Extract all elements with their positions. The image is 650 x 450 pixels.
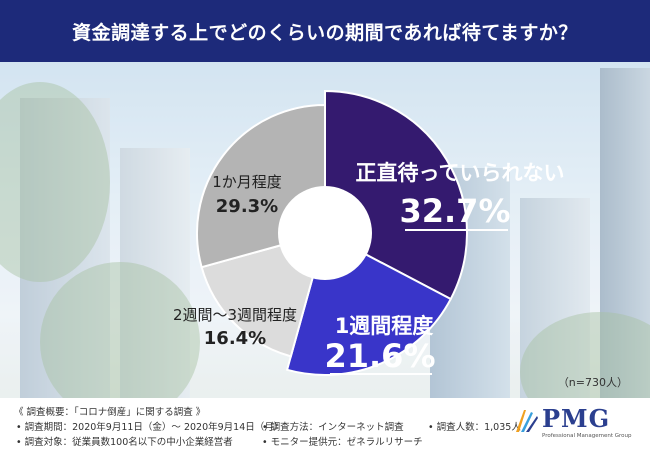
slice-label-3: 1か月程度 [212,173,282,191]
survey-target: • 調査対象：従業員数100名以下の中小企業経営者 [16,437,233,448]
survey-count: • 調査人数：1,035人 [428,422,521,433]
slice-value-3: 29.3% [216,196,278,217]
tree [40,262,200,398]
logo-subtitle: Professional Management Group [542,433,632,439]
survey-period: • 調査期間：2020年9月11日（金）～ 2020年9月14日（月） [16,422,284,433]
donut-chart: 正直待っていられない 32.7% 1週間程度 21.6% 2週間～3週間程度 1… [173,89,565,376]
survey-footer: 《 調査概要：「コロナ倒産」に関する調査 》 • 調査期間：2020年9月11日… [0,398,650,450]
building [20,98,110,398]
chart-title: 資金調達する上でどのくらいの期間であれば待てますか？ [0,0,650,62]
tree [0,82,110,282]
sample-size-note: （n=730人） [557,376,628,389]
building [520,198,590,398]
donut-hole [278,186,372,280]
building [600,68,650,398]
slice-value-1: 21.6% [324,337,435,375]
slice-value-0: 32.7% [399,192,510,230]
slice-label-0: 正直待っていられない [356,161,565,185]
survey-provider: • モニター提供元：ゼネラルリサーチ [262,437,423,448]
logo-text: PMG [542,404,611,433]
survey-method: • 調査方法：インターネット調査 [262,422,404,433]
slice-label-1: 1週間程度 [335,314,434,338]
building [120,148,190,398]
survey-overview: 《 調査概要：「コロナ倒産」に関する調査 》 [14,407,206,418]
slice-value-2: 16.4% [204,328,266,349]
slice-label-2: 2週間～3週間程度 [173,306,297,324]
pmg-logo-icon [516,410,538,432]
pmg-logo: PMG Professional Management Group [512,404,632,444]
